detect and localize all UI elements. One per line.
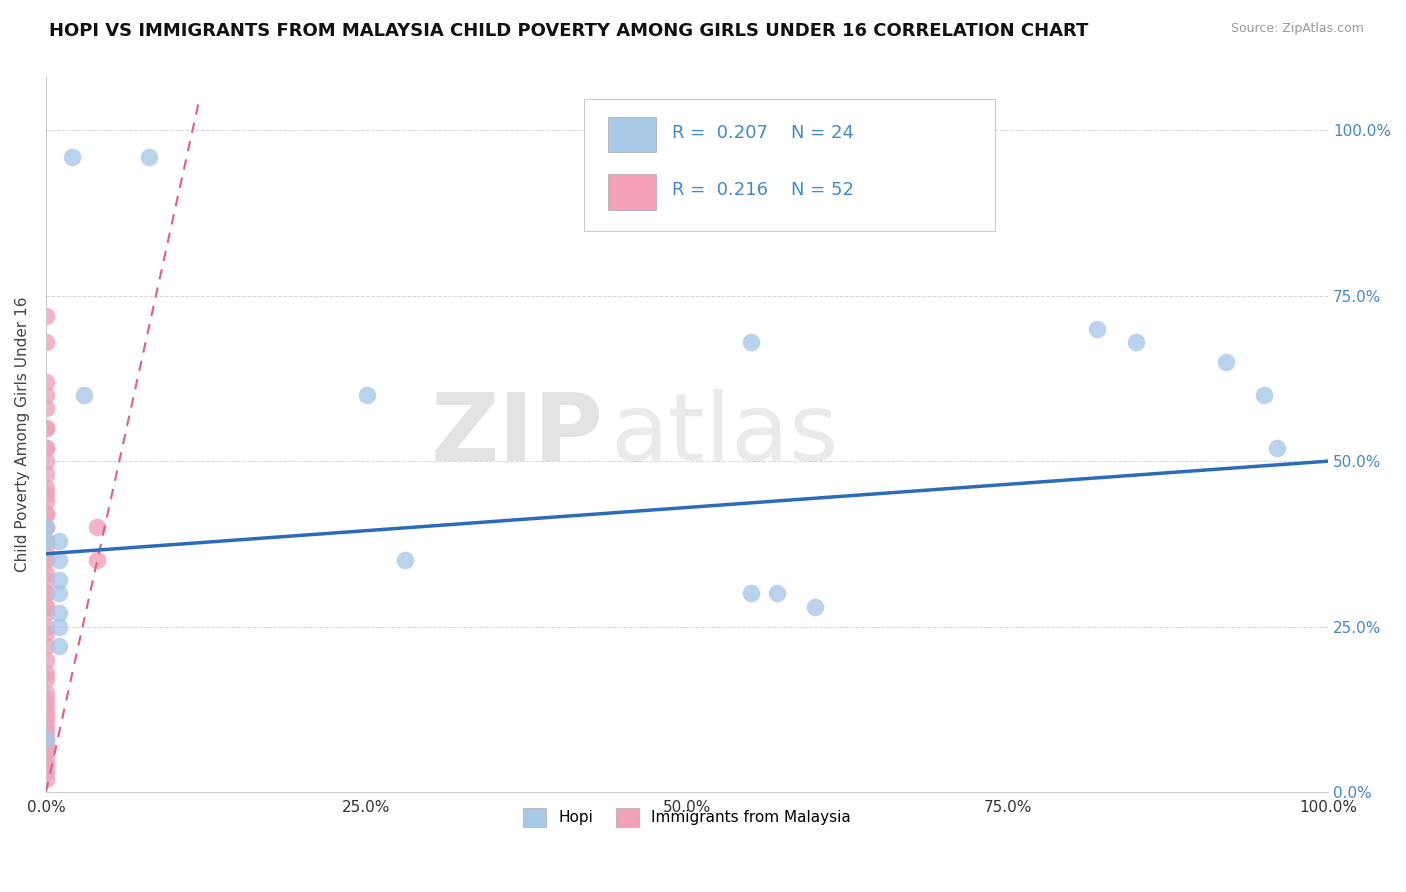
Point	[35, 653, 58, 667]
Point	[86, 520, 108, 534]
Point	[35, 540, 58, 554]
Point	[35, 752, 58, 766]
Point	[35, 375, 58, 389]
Point	[48, 607, 70, 621]
Point	[1085, 322, 1108, 336]
FancyBboxPatch shape	[585, 99, 995, 231]
Point	[35, 494, 58, 508]
Point	[35, 640, 58, 654]
Point	[1215, 355, 1237, 369]
Point	[35, 441, 58, 455]
Point	[73, 388, 96, 402]
Point	[35, 388, 58, 402]
Point	[48, 619, 70, 633]
Point	[35, 698, 58, 713]
Point	[35, 712, 58, 726]
Point	[35, 586, 58, 600]
Text: ZIP: ZIP	[430, 389, 603, 481]
Text: R =  0.216    N = 52: R = 0.216 N = 52	[672, 181, 853, 199]
Point	[35, 758, 58, 772]
Point	[35, 732, 58, 747]
Point	[35, 566, 58, 581]
Point	[48, 553, 70, 567]
Point	[740, 334, 762, 349]
Point	[35, 421, 58, 435]
Point	[35, 686, 58, 700]
Point	[48, 640, 70, 654]
Point	[1265, 441, 1288, 455]
Point	[35, 553, 58, 567]
Point	[35, 467, 58, 482]
Text: atlas: atlas	[610, 389, 838, 481]
Point	[35, 533, 58, 548]
FancyBboxPatch shape	[607, 117, 657, 153]
Point	[35, 599, 58, 614]
Point	[740, 586, 762, 600]
Point	[35, 421, 58, 435]
Point	[35, 765, 58, 780]
Point	[35, 441, 58, 455]
Y-axis label: Child Poverty Among Girls Under 16: Child Poverty Among Girls Under 16	[15, 297, 30, 573]
Point	[35, 487, 58, 501]
Point	[35, 692, 58, 706]
Point	[60, 150, 83, 164]
Point	[35, 481, 58, 495]
Point	[35, 520, 58, 534]
Point	[35, 574, 58, 588]
Point	[356, 388, 378, 402]
Point	[35, 507, 58, 521]
Point	[35, 454, 58, 468]
Point	[1125, 334, 1147, 349]
Point	[804, 599, 827, 614]
Point	[35, 553, 58, 567]
Point	[35, 706, 58, 720]
Point	[35, 334, 58, 349]
Text: Source: ZipAtlas.com: Source: ZipAtlas.com	[1230, 22, 1364, 36]
Point	[35, 626, 58, 640]
Point	[35, 586, 58, 600]
Point	[35, 520, 58, 534]
Point	[35, 665, 58, 680]
Point	[35, 533, 58, 548]
Point	[35, 739, 58, 753]
Text: HOPI VS IMMIGRANTS FROM MALAYSIA CHILD POVERTY AMONG GIRLS UNDER 16 CORRELATION : HOPI VS IMMIGRANTS FROM MALAYSIA CHILD P…	[49, 22, 1088, 40]
Point	[35, 607, 58, 621]
Point	[35, 673, 58, 687]
Point	[35, 309, 58, 323]
Point	[35, 520, 58, 534]
Legend: Hopi, Immigrants from Malaysia: Hopi, Immigrants from Malaysia	[516, 800, 859, 834]
Point	[35, 732, 58, 747]
Point	[35, 401, 58, 416]
Point	[35, 772, 58, 786]
Point	[48, 574, 70, 588]
Point	[35, 725, 58, 739]
Point	[35, 599, 58, 614]
Point	[86, 553, 108, 567]
Point	[35, 619, 58, 633]
Point	[35, 745, 58, 759]
Point	[138, 150, 160, 164]
Point	[35, 719, 58, 733]
Point	[394, 553, 416, 567]
Text: R =  0.207    N = 24: R = 0.207 N = 24	[672, 124, 853, 142]
Point	[35, 507, 58, 521]
Point	[1253, 388, 1275, 402]
FancyBboxPatch shape	[607, 174, 657, 210]
Point	[35, 533, 58, 548]
Point	[48, 586, 70, 600]
Point	[765, 586, 787, 600]
Point	[48, 533, 70, 548]
